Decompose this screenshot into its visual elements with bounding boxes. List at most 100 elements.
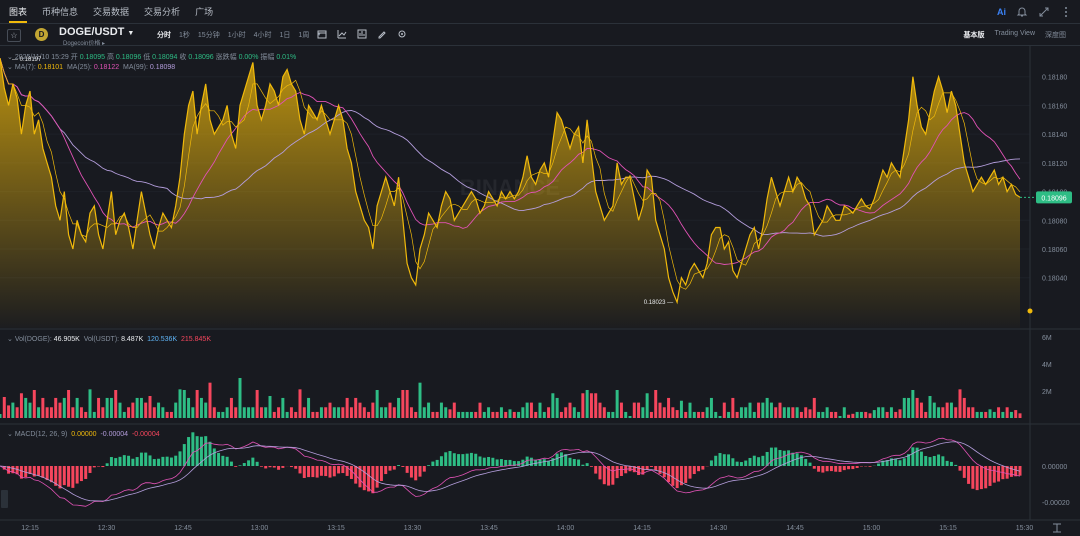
volume-bar (418, 382, 422, 418)
macd-hist-value: -0.00004 (131, 431, 160, 438)
macd-histogram-bar (332, 466, 336, 477)
macd-histogram-bar (311, 466, 315, 478)
volume-bar (41, 397, 45, 418)
volume-bar (757, 402, 761, 418)
volume-bar (739, 407, 743, 418)
macd-histogram-bar (744, 460, 748, 466)
symbol-selector[interactable]: DOGE/USDT ▼ (59, 26, 134, 38)
volume-bar (109, 397, 113, 418)
macd-histogram-bar (847, 466, 851, 470)
macd-dif-value: 0.00000 (71, 431, 97, 438)
macd-dif-line (0, 437, 1021, 507)
volume-bar (1014, 410, 1018, 418)
macd-histogram-bar (585, 463, 589, 466)
macd-histogram-bar (1014, 466, 1018, 477)
macd-histogram-bar (405, 466, 409, 473)
collapse-icon[interactable]: ⌄ (7, 64, 15, 71)
macd-histogram-bar (277, 466, 281, 470)
interval-1w[interactable]: 1周 (298, 32, 310, 39)
macd-histogram-bar (992, 466, 996, 483)
tab-trade-data[interactable]: 交易数据 (93, 6, 130, 17)
volume-bar (298, 389, 302, 418)
volume-bar (92, 411, 96, 418)
tab-square[interactable]: 广场 (195, 6, 214, 17)
interval-1s[interactable]: 1秒 (179, 32, 190, 39)
volume-bar (577, 411, 581, 418)
macd-histogram-bar (855, 466, 859, 469)
macd-histogram-bar (281, 466, 285, 468)
macd-histogram-bar (135, 457, 139, 466)
collapse-icon[interactable]: ⌄ (7, 431, 15, 438)
volume-bar (191, 407, 195, 418)
macd-histogram-bar (1009, 466, 1013, 477)
time-tick-label: 13:45 (480, 525, 498, 532)
macd-histogram-bar (714, 455, 718, 466)
volume-bar (714, 411, 718, 418)
volume-bar (791, 407, 795, 418)
drawing-tools-icon[interactable] (377, 29, 387, 39)
volume-bar (118, 402, 122, 418)
volume-bar (812, 397, 816, 418)
more-icon[interactable] (1060, 6, 1072, 18)
volume-bar (358, 402, 362, 418)
ohlc-info: ⌄ 2025/11/10 15:29 开 0.18095 高 0.18096 低… (7, 52, 296, 62)
volume-bar (332, 407, 336, 418)
volume-bar (765, 397, 769, 418)
macd-histogram-bar (564, 454, 568, 466)
tab-coin-info[interactable]: 币种信息 (42, 6, 79, 17)
macd-histogram-bar (375, 466, 379, 488)
volume-bar (619, 402, 623, 418)
view-tradingview[interactable]: Trading View (994, 30, 1035, 37)
volume-bar (461, 411, 465, 418)
interval-dropdown-icon[interactable]: ▾ (317, 31, 321, 38)
interval-15m[interactable]: 15分钟 (197, 32, 220, 39)
calendar-icon[interactable] (317, 29, 327, 39)
volume-bar (302, 407, 306, 418)
macd-histogram-bar (851, 466, 855, 470)
time-tick-label: 14:45 (786, 525, 804, 532)
price-tick-label: 0.18180 (1042, 75, 1067, 82)
volume-bar (722, 402, 726, 418)
volume-bar (684, 411, 688, 418)
collapse-icon[interactable]: ⌄ (7, 336, 15, 343)
price-tick-label: 0.18040 (1042, 276, 1067, 283)
macd-histogram-bar (722, 454, 726, 466)
volume-bar (157, 402, 161, 418)
bell-icon[interactable] (1016, 6, 1028, 18)
expand-icon[interactable] (1038, 6, 1050, 18)
macd-histogram-bar (157, 458, 161, 466)
indicator-icon[interactable] (337, 29, 347, 39)
macd-histogram-bar (628, 466, 632, 472)
macd-histogram-bar (761, 455, 765, 466)
volume-bar (259, 407, 263, 418)
view-depth[interactable]: 深度图 (1045, 32, 1066, 39)
settings-icon[interactable] (397, 29, 407, 39)
interval-1d[interactable]: 1日 (279, 32, 291, 39)
macd-histogram-bar (169, 457, 173, 466)
macd-histogram-bar (769, 447, 773, 466)
time-tick-label: 13:30 (404, 525, 422, 532)
tab-trade-analysis[interactable]: 交易分析 (144, 6, 181, 17)
macd-histogram-bar (92, 466, 96, 468)
ai-button[interactable]: Ai (997, 7, 1006, 17)
view-basic[interactable]: 基本版 (963, 32, 985, 39)
macd-histogram-bar (15, 466, 19, 475)
collapse-icon[interactable]: ⌄ (7, 54, 15, 61)
macd-histogram-bar (521, 459, 525, 466)
tab-chart[interactable]: 图表 (9, 0, 28, 24)
interval-1h[interactable]: 1小时 (227, 32, 246, 39)
side-panel-toggle[interactable] (1, 490, 8, 508)
macd-histogram-bar (975, 466, 979, 491)
symbol-subtitle[interactable]: Dogecoin价格 ▸ (63, 41, 106, 47)
macd-histogram-bar (971, 466, 975, 489)
chart-type-icon[interactable] (357, 29, 367, 39)
interval-line[interactable]: 分时 (157, 32, 171, 39)
volume-info: ⌄ Vol(DOGE): 46.905K Vol(USDT): 8.487K 1… (7, 335, 211, 343)
volume-bar (182, 390, 186, 418)
interval-4h[interactable]: 4小时 (253, 32, 272, 39)
macd-histogram-bar (49, 466, 53, 483)
macd-histogram-bar (212, 448, 216, 466)
macd-histogram-bar (362, 466, 366, 491)
favorite-star-icon[interactable]: ☆ (7, 29, 21, 42)
